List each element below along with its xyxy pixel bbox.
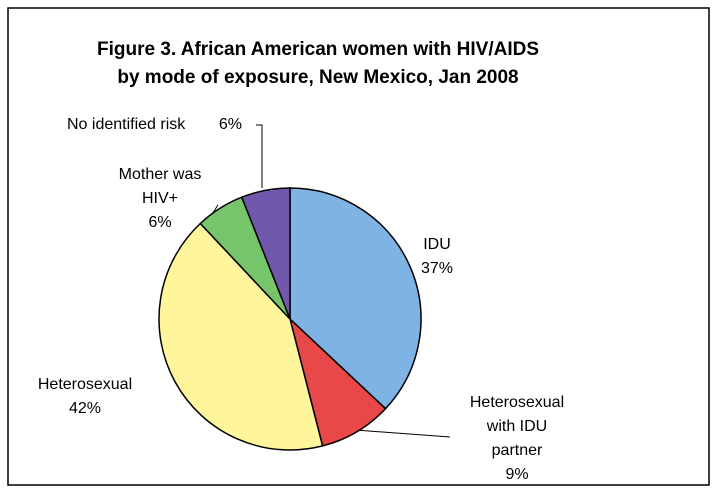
slice-value-label: 9% [505, 466, 528, 483]
pie-slice [158, 222, 324, 451]
chart-title: Figure 3. African American women with HI… [97, 39, 539, 88]
leader-line [354, 429, 451, 438]
slice-value-label: 6% [148, 214, 171, 231]
slice-label: Mother was HIV+ [119, 166, 202, 207]
slice-value-label: 37% [421, 260, 453, 277]
slice-label: IDU [423, 236, 451, 253]
slice-value-label: 6% [219, 116, 242, 133]
slice-label: Heterosexual with IDU partner [470, 394, 564, 459]
pie-slice [240, 187, 291, 320]
slice-value-label: 42% [69, 400, 101, 417]
pie-slice [289, 187, 422, 410]
slice-label: Heterosexual [38, 376, 132, 393]
leader-line [256, 124, 263, 188]
slice-label: No identified risk [67, 116, 186, 133]
